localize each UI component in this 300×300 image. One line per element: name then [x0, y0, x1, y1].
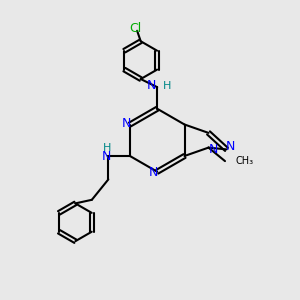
Text: N: N	[122, 117, 131, 130]
Text: N: N	[102, 149, 112, 163]
Text: Cl: Cl	[130, 22, 142, 35]
Text: N: N	[149, 166, 158, 179]
Text: N: N	[225, 140, 235, 154]
Text: H: H	[163, 81, 171, 91]
Text: N: N	[147, 79, 157, 92]
Text: H: H	[103, 142, 111, 153]
Text: N: N	[209, 142, 219, 156]
Text: CH₃: CH₃	[236, 156, 253, 166]
